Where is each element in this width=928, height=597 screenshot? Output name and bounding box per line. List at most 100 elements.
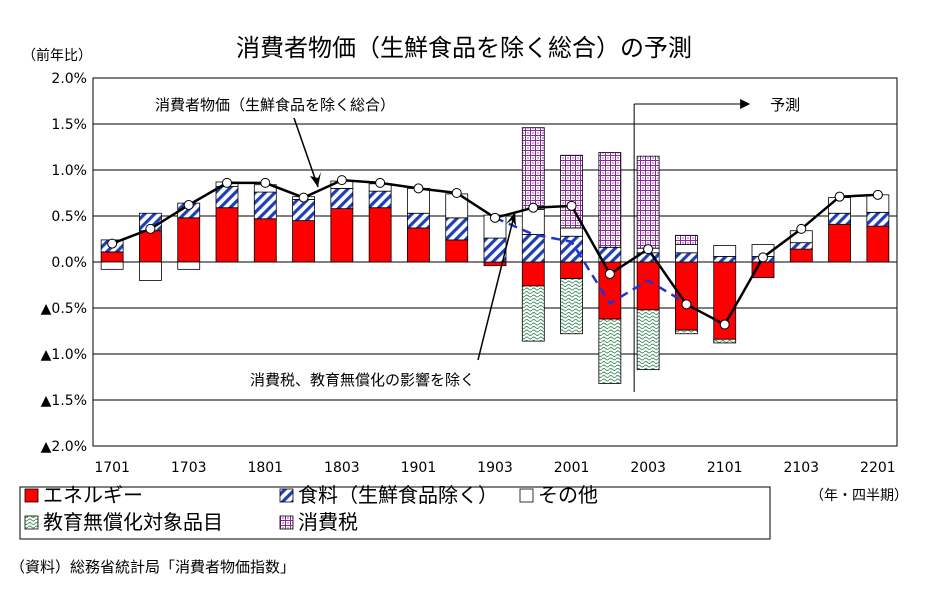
- bar-segment: [139, 230, 162, 263]
- bar-segment: [675, 261, 698, 331]
- bar-segment: [100, 251, 124, 263]
- cpi-point: [336, 175, 347, 186]
- bar-segment: [713, 256, 737, 263]
- legend-label: エネルギー: [43, 483, 143, 507]
- bar-segment: [215, 186, 239, 209]
- cpi-point: [183, 199, 194, 210]
- y-tick-label: 1.0%: [51, 163, 87, 179]
- bar-segment: [253, 191, 277, 220]
- legend-swatch: [279, 488, 294, 503]
- cpi-point: [834, 191, 845, 202]
- legend-swatch: [24, 488, 39, 503]
- bar-segment: [560, 261, 583, 279]
- dashed-line-series: [494, 216, 688, 306]
- x-tick-label: 1703: [171, 460, 207, 476]
- x-tick-label: 2001: [554, 460, 590, 476]
- bar-segment: [521, 127, 545, 210]
- legend-swatch: [279, 515, 294, 530]
- x-tick-label: 2101: [707, 460, 743, 476]
- bar-segment: [521, 233, 545, 263]
- y-tick-label: 1.5%: [51, 117, 87, 133]
- cpi-point: [719, 319, 730, 330]
- bar-segment: [866, 211, 890, 227]
- y-tick-label: ▲0.5%: [41, 301, 87, 317]
- cpi-point: [145, 223, 156, 234]
- x-tick-label: 1803: [324, 460, 360, 476]
- cpi-point: [872, 189, 883, 200]
- bar-segment: [521, 285, 545, 342]
- legend-box: [19, 486, 771, 540]
- cpi-point: [604, 268, 615, 279]
- y-axis: 2.0% 1.5% 1.0% 0.5% 0.0% ▲0.5% ▲1.0% ▲1.5% ▲2.0%: [41, 71, 87, 455]
- cpi-point: [758, 252, 768, 263]
- y-tick-label: ▲1.5%: [41, 393, 87, 409]
- bar-segment: [828, 223, 851, 263]
- cpi-point: [260, 177, 271, 188]
- bar-segment: [177, 217, 201, 263]
- bar-segment: [828, 212, 851, 225]
- cpi-point: [451, 188, 462, 198]
- bar-segment: [292, 220, 315, 263]
- bar-segment: [636, 155, 660, 249]
- x-tick-label: 2201: [860, 460, 896, 476]
- cpi-point: [796, 223, 807, 234]
- bar-segment: [675, 244, 698, 254]
- bar-segment: [598, 152, 622, 248]
- cpi-point: [643, 244, 654, 255]
- legend-label: 食料（生鮮食品除く）: [298, 483, 498, 507]
- legend-label: その他: [538, 483, 598, 507]
- dashed-label-arrow: [477, 211, 516, 361]
- bar-segment: [177, 261, 201, 270]
- bar-segment: [789, 248, 813, 263]
- bar-segment: [445, 217, 469, 241]
- forecast-label: 予測: [770, 96, 800, 114]
- bar-segment: [139, 261, 162, 281]
- cpi-point: [681, 299, 692, 310]
- bar-segment: [636, 309, 660, 371]
- bar-segment: [368, 207, 392, 263]
- bar-segment: [713, 338, 737, 344]
- cpi-label-arrowhead: [310, 172, 321, 187]
- cpi-point: [490, 212, 500, 223]
- bar-segment: [330, 187, 354, 210]
- y-tick-label: 0.5%: [51, 209, 87, 225]
- bar-segment: [560, 235, 583, 263]
- bar-segment: [407, 227, 430, 263]
- bar-segment: [560, 278, 583, 335]
- bar-segment: [100, 261, 124, 270]
- bar-segment: [675, 252, 698, 263]
- cpi-point: [222, 177, 232, 188]
- y-tick-label: 0.0%: [51, 255, 87, 271]
- bar-segment: [675, 329, 698, 335]
- legend-label: 消費税: [298, 510, 358, 534]
- y-axis-label: （前年比）: [22, 47, 92, 64]
- x-tick-label: 1903: [477, 460, 513, 476]
- dashed-line-label: 消費税、教育無償化の影響を除く: [250, 371, 475, 389]
- bar-segment: [713, 245, 737, 257]
- legend-swatch: [24, 515, 39, 530]
- cpi-line-label: 消費者物価（生鮮食品を除く総合）: [155, 96, 395, 114]
- cpi-points: [107, 175, 883, 330]
- bar-segment: [675, 234, 698, 245]
- x-tick-label: 1901: [401, 460, 437, 476]
- bar-segment: [253, 218, 277, 263]
- bar-segment: [215, 207, 239, 263]
- cpi-point: [528, 202, 539, 213]
- x-tick-label: 2003: [630, 460, 666, 476]
- bar-segment: [292, 199, 315, 222]
- bar-segment: [789, 242, 813, 250]
- bar-segment: [445, 239, 469, 263]
- cpi-point: [566, 200, 577, 211]
- cpi-point: [375, 177, 386, 188]
- source-note: （資料）総務省統計局「消費者物価指数」: [10, 558, 295, 576]
- y-tick-label: ▲1.0%: [41, 347, 87, 363]
- bar-segment: [866, 225, 890, 263]
- bar-segment: [521, 261, 545, 287]
- bar-segment: [407, 212, 430, 229]
- bars: [100, 127, 890, 384]
- x-axis-unit: （年・四半期）: [810, 488, 908, 504]
- chart-title: 消費者物価（生鮮食品を除く総合）の予測: [236, 34, 692, 62]
- x-tick-label: 1801: [247, 460, 283, 476]
- bar-segment: [368, 190, 392, 209]
- legend-label: 教育無償化対象品目: [43, 510, 223, 534]
